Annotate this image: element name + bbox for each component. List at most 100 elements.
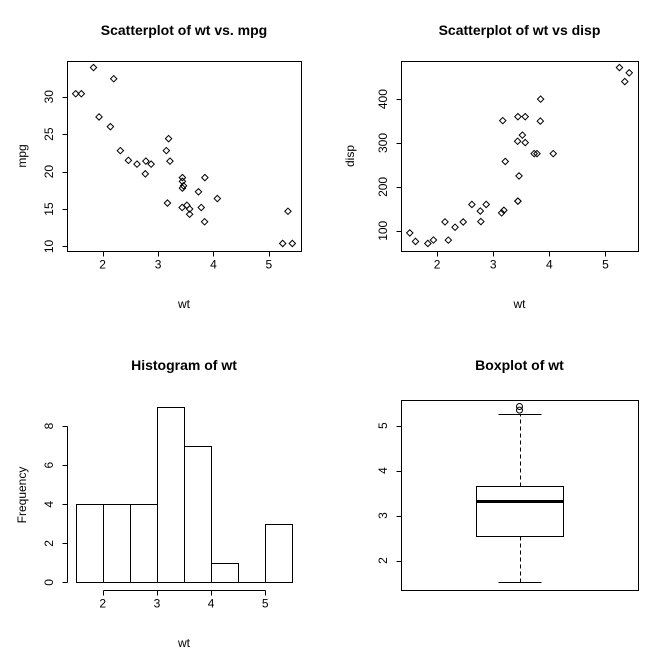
histogram-bar [76, 504, 104, 583]
outlier-point [516, 406, 523, 414]
x-tick-label: 4 [210, 258, 217, 272]
data-point-diamond [178, 184, 187, 192]
data-point-diamond [429, 236, 438, 244]
data-point-diamond [179, 181, 188, 190]
x-axis-label-disp-plot: wt [513, 297, 526, 311]
data-point-diamond [147, 160, 156, 169]
data-point-diamond [441, 217, 449, 226]
x-tick-label: 2 [99, 597, 106, 611]
x-tick-label: 5 [262, 597, 269, 611]
data-point-diamond [89, 63, 98, 72]
panel-wt-vs-mpg: 2 3 4 5 10 15 20 25 30 [42, 61, 302, 272]
y-axis-label-mpg: mpg [15, 144, 29, 168]
x-axis: 2 3 4 5 [99, 251, 273, 272]
data-point-diamond [518, 131, 527, 140]
data-point-diamond [482, 200, 491, 209]
data-point-diamond [95, 113, 103, 121]
title-scatter-mpg: Scatterplot of wt vs. mpg [100, 22, 268, 38]
x-axis: 2 3 4 5 [434, 251, 609, 272]
plot-frame [401, 61, 639, 252]
histogram-bar [265, 524, 293, 583]
data-point-diamond [116, 146, 125, 155]
data-point-diamond [459, 218, 468, 226]
data-point-diamond [533, 149, 541, 158]
y-tick-label: 25 [42, 127, 56, 141]
y-tick-label: 10 [42, 239, 56, 253]
data-point-diamond [411, 237, 420, 246]
data-point-diamond [163, 199, 172, 207]
y-tick-label: 100 [376, 220, 390, 240]
iqr-box [476, 486, 564, 537]
data-point-diamond [213, 194, 222, 203]
data-point-diamond [185, 205, 194, 213]
data-point-diamond [513, 197, 522, 206]
y-tick-label: 6 [42, 462, 56, 469]
y-tick-label: 15 [42, 202, 56, 216]
data-point-diamond [536, 117, 545, 125]
histogram-bar [184, 446, 212, 583]
histogram-bar [211, 563, 239, 583]
histogram-bar [103, 504, 131, 583]
data-point-diamond [498, 116, 507, 125]
data-point-diamond [200, 173, 209, 182]
data-point-diamond [530, 149, 539, 158]
histogram-bar [157, 407, 185, 583]
data-point-diamond [536, 95, 545, 104]
y-tick-label: 400 [376, 89, 390, 109]
data-point-diamond [71, 89, 80, 98]
x-axis-label-mpg-plot: wt [178, 297, 190, 311]
data-point-diamond [164, 134, 173, 143]
y-tick-label: 5 [376, 422, 390, 429]
data-point-diamond [109, 74, 118, 83]
data-point-diamond [278, 239, 287, 248]
boxplot-glyph [476, 403, 564, 583]
data-point-diamond [497, 208, 506, 217]
x-tick-label: 3 [155, 258, 162, 272]
data-point-diamond [513, 197, 522, 206]
data-point-diamond [444, 236, 453, 245]
data-point-diamond [200, 217, 209, 226]
x-tick-label: 4 [208, 597, 215, 611]
data-point-diamond [513, 137, 522, 146]
data-point-diamond [615, 63, 624, 72]
data-point-diamond [423, 239, 432, 248]
data-point-diamond [166, 157, 174, 166]
data-point-diamond [141, 169, 150, 178]
data-point-diamond [288, 239, 297, 248]
data-point-diamond [513, 112, 522, 121]
y-axis: 100 200 300 400 [376, 89, 402, 241]
data-point-diamond [476, 207, 485, 215]
y-tick-label: 8 [42, 422, 56, 429]
data-point-diamond [178, 203, 187, 212]
data-point-diamond [197, 203, 206, 212]
data-point-diamond [141, 157, 150, 166]
data-point-diamond [185, 210, 194, 219]
data-point-diamond [106, 122, 115, 131]
data-point-diamond [521, 112, 530, 121]
data-point-diamond [549, 149, 558, 158]
scatter-points [405, 63, 634, 248]
histogram-bar [130, 504, 158, 583]
y-axis-label-disp: disp [343, 144, 357, 168]
scatter-points [71, 63, 297, 248]
panel-boxplot-wt: 2 3 4 5 [376, 400, 639, 591]
y-tick-label: 2 [42, 540, 56, 547]
y-tick-label: 4 [42, 501, 56, 508]
data-point-diamond [620, 77, 629, 86]
data-point-diamond [476, 217, 485, 226]
y-axis: 0 2 4 6 8 [42, 422, 68, 586]
y-tick-label: 4 [376, 467, 390, 474]
x-axis: 2 3 4 5 [99, 590, 269, 611]
y-tick-label: 3 [376, 512, 390, 519]
plot-frame [67, 61, 302, 252]
data-point-diamond [515, 172, 523, 180]
data-point-diamond [124, 156, 133, 165]
x-tick-label: 3 [490, 258, 497, 272]
histogram-bars [76, 407, 293, 583]
y-axis: 2 3 4 5 [376, 422, 402, 564]
data-point-diamond [284, 207, 292, 216]
x-tick-label: 2 [434, 258, 441, 272]
data-point-diamond [162, 146, 171, 155]
